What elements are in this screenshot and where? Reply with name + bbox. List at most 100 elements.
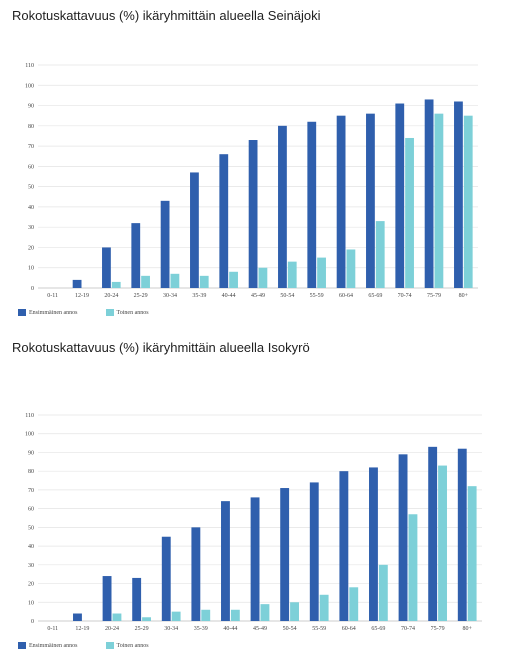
bar-second-dose xyxy=(201,609,211,621)
legend-label: Ensimmäinen annos xyxy=(29,309,78,316)
x-tick-label: 20-24 xyxy=(104,293,118,299)
bar-first-dose xyxy=(160,200,170,288)
y-tick-label: 80 xyxy=(28,469,34,475)
chart-panel-seinajoki: Rokotuskattavuus (%) ikäryhmittäin aluee… xyxy=(0,0,511,330)
legend-item-second-dose[interactable]: Toinen annos xyxy=(105,309,149,316)
bar-second-dose xyxy=(171,611,181,621)
bar-first-dose xyxy=(248,140,258,288)
x-tick-label: 45-49 xyxy=(253,626,267,632)
y-tick-label: 90 xyxy=(28,104,34,110)
bar-first-dose xyxy=(307,121,317,288)
y-tick-label: 50 xyxy=(28,525,34,531)
y-tick-label: 70 xyxy=(28,488,34,494)
bar-first-dose xyxy=(280,488,290,621)
bar-first-dose xyxy=(339,471,349,621)
x-tick-label: 35-39 xyxy=(192,293,206,299)
x-tick-label: 80+ xyxy=(459,293,469,299)
bar-first-dose xyxy=(395,103,405,288)
x-tick-label: 70-74 xyxy=(401,626,415,632)
legend-swatch-second-dose xyxy=(105,642,114,649)
x-tick-label: 55-59 xyxy=(312,626,326,632)
y-tick-label: 30 xyxy=(28,225,34,231)
bar-first-dose xyxy=(398,454,408,621)
bar-chart-seinajoki: 0 10 20 30 40 50 60 70 80 90 100 110 0-11 12-19 20-24 2… xyxy=(25,63,478,299)
bar-second-dose xyxy=(375,221,385,288)
x-tick-label: 40-44 xyxy=(223,626,237,632)
bar-first-dose xyxy=(132,577,142,621)
bar-second-dose xyxy=(112,613,122,621)
x-tick-label: 12-19 xyxy=(75,293,89,299)
bar-second-dose xyxy=(378,564,388,621)
bar-second-dose xyxy=(141,275,150,288)
bar-first-dose xyxy=(309,482,319,621)
chart-title: Rokotuskattavuus (%) ikäryhmittäin aluee… xyxy=(12,8,321,23)
bar-second-dose xyxy=(287,261,297,288)
x-tick-label: 0-11 xyxy=(47,293,58,299)
bar-first-dose xyxy=(191,527,201,621)
chart-title: Rokotuskattavuus (%) ikäryhmittäin aluee… xyxy=(12,340,310,355)
bar-second-dose xyxy=(260,604,270,621)
legend-label: Ensimmäinen annos xyxy=(29,642,78,649)
bar-second-dose xyxy=(170,273,180,288)
bar-first-dose xyxy=(336,115,346,288)
x-tick-label: 25-29 xyxy=(134,293,148,299)
x-tick-label: 0-11 xyxy=(47,626,58,632)
bar-second-dose xyxy=(317,257,326,288)
x-tick-label: 75-79 xyxy=(431,626,445,632)
bar-second-dose xyxy=(230,609,240,621)
x-tick-label: 30-34 xyxy=(163,293,177,299)
x-tick-label: 75-79 xyxy=(427,293,441,299)
y-tick-label: 110 xyxy=(25,413,34,419)
x-tick-label: 60-64 xyxy=(342,626,356,632)
x-tick-label: 35-39 xyxy=(194,626,208,632)
bar-first-dose xyxy=(454,101,463,288)
y-tick-label: 50 xyxy=(28,185,34,191)
bar-first-dose xyxy=(424,99,434,288)
x-tick-label: 25-29 xyxy=(135,626,149,632)
bar-second-dose xyxy=(346,249,356,288)
bar-first-dose xyxy=(131,223,141,288)
bar-first-dose xyxy=(102,576,112,621)
y-tick-label: 40 xyxy=(28,544,34,550)
bar-first-dose xyxy=(219,154,229,288)
x-tick-label: 50-54 xyxy=(280,293,294,299)
bar-second-dose xyxy=(111,281,121,288)
y-tick-label: 90 xyxy=(28,450,34,456)
bar-first-dose xyxy=(73,613,82,621)
bar-second-dose xyxy=(408,514,418,621)
bar-first-dose xyxy=(161,536,171,621)
y-tick-label: 80 xyxy=(28,124,34,130)
x-tick-label: 60-64 xyxy=(339,293,353,299)
legend-label: Toinen annos xyxy=(116,642,149,649)
y-tick-label: 70 xyxy=(28,144,34,150)
legend-label: Toinen annos xyxy=(116,309,149,316)
x-tick-label: 20-24 xyxy=(105,626,119,632)
bar-first-dose xyxy=(72,279,82,288)
bar-second-dose xyxy=(319,594,329,621)
y-tick-label: 100 xyxy=(25,83,34,89)
bar-second-dose xyxy=(349,587,359,621)
y-tick-label: 100 xyxy=(25,432,34,438)
legend-item-first-dose[interactable]: Ensimmäinen annos xyxy=(18,309,78,316)
legend-swatch-first-dose xyxy=(18,309,26,316)
legend-item-first-dose[interactable]: Ensimmäinen annos xyxy=(18,642,78,649)
legend-swatch-first-dose xyxy=(18,642,26,649)
bar-first-dose xyxy=(278,125,287,289)
y-tick-label: 0 xyxy=(31,619,34,625)
bar-second-dose xyxy=(405,137,414,288)
chart-legend: Ensimmäinen annos Toinen annos xyxy=(18,642,149,649)
bar-second-dose xyxy=(229,271,238,288)
bar-second-dose xyxy=(438,465,447,621)
chart-legend: Ensimmäinen annos Toinen annos xyxy=(18,309,149,316)
y-tick-label: 60 xyxy=(28,507,34,513)
y-tick-label: 40 xyxy=(28,205,34,211)
y-tick-label: 10 xyxy=(28,266,34,272)
bar-first-dose xyxy=(190,172,199,288)
x-tick-label: 50-54 xyxy=(283,626,297,632)
legend-item-second-dose[interactable]: Toinen annos xyxy=(105,642,149,649)
x-tick-label: 12-19 xyxy=(75,626,89,632)
y-tick-label: 20 xyxy=(28,245,34,251)
y-tick-label: 60 xyxy=(28,164,34,170)
bar-second-dose xyxy=(258,267,268,288)
y-tick-label: 0 xyxy=(31,286,34,292)
